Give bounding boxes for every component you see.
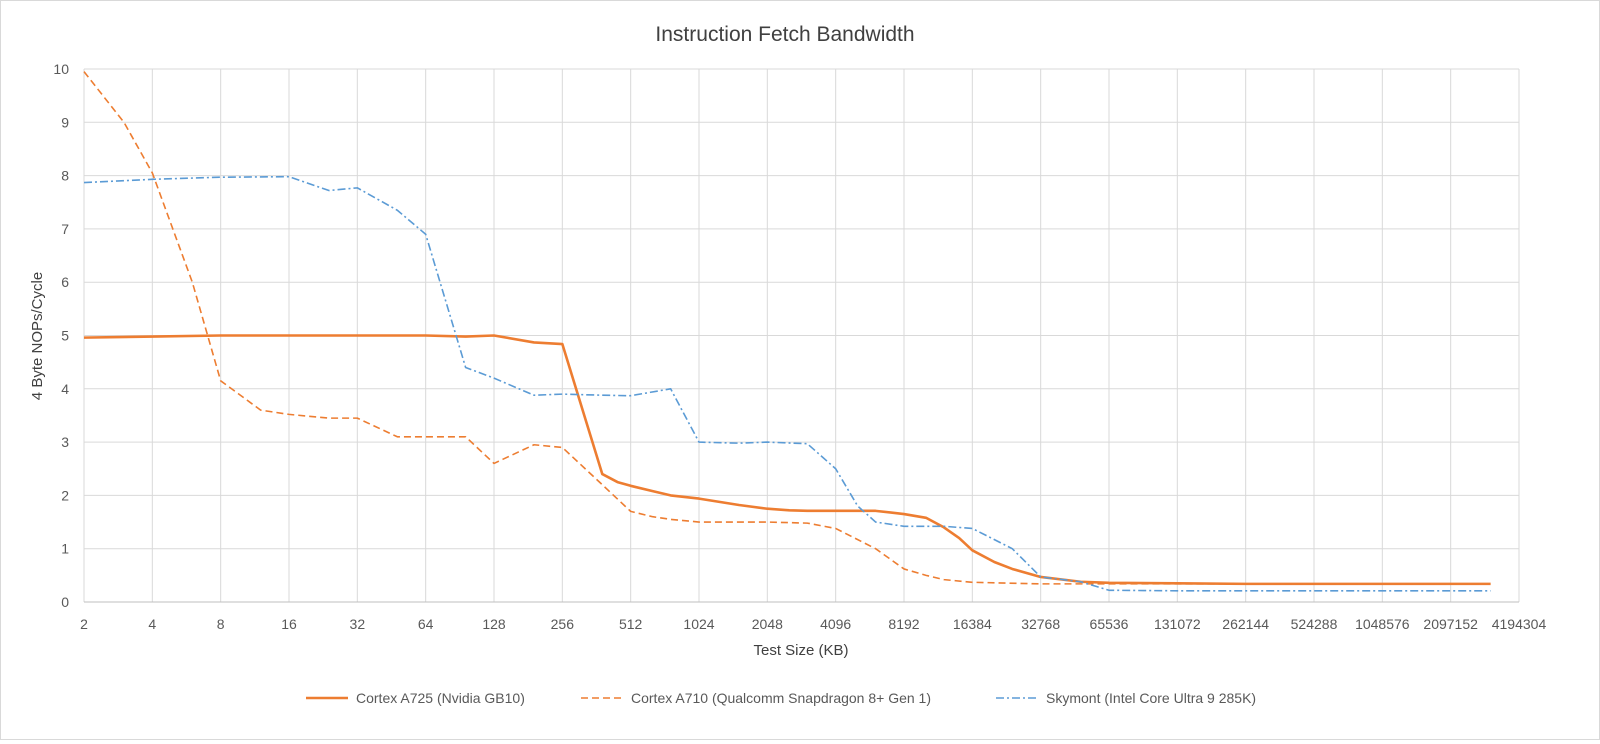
chart-title: Instruction Fetch Bandwidth bbox=[655, 23, 914, 46]
y-tick-label: 6 bbox=[61, 274, 69, 290]
y-axis-ticks: 0 1 2 3 4 5 6 7 8 9 10 bbox=[53, 61, 69, 610]
series-line-2 bbox=[83, 175, 1491, 592]
x-tick-label: 65536 bbox=[1090, 616, 1129, 632]
x-tick-label: 2048 bbox=[752, 616, 783, 632]
x-tick-label: 131072 bbox=[1154, 616, 1201, 632]
x-tick-label: 16384 bbox=[953, 616, 992, 632]
series-line-1 bbox=[83, 71, 1491, 585]
y-tick-label: 3 bbox=[61, 434, 69, 450]
y-tick-label: 0 bbox=[61, 594, 69, 610]
x-tick-label: 32 bbox=[350, 616, 366, 632]
x-tick-label: 32768 bbox=[1021, 616, 1060, 632]
x-tick-label: 8 bbox=[217, 616, 225, 632]
x-tick-label: 4 bbox=[148, 616, 156, 632]
y-tick-label: 9 bbox=[61, 114, 69, 130]
y-axis-label: 4 Byte NOPs/Cycle bbox=[29, 272, 46, 400]
x-tick-label: 262144 bbox=[1222, 616, 1269, 632]
legend-label-2: Skymont (Intel Core Ultra 9 285K) bbox=[1046, 690, 1256, 706]
x-tick-label: 64 bbox=[418, 616, 434, 632]
x-axis-label: Test Size (KB) bbox=[753, 642, 848, 659]
x-tick-label: 1024 bbox=[683, 616, 714, 632]
x-tick-label: 4096 bbox=[820, 616, 851, 632]
x-tick-label: 512 bbox=[619, 616, 643, 632]
x-tick-label: 2097152 bbox=[1423, 616, 1478, 632]
y-tick-label: 7 bbox=[61, 221, 69, 237]
x-tick-label: 8192 bbox=[888, 616, 919, 632]
y-tick-label: 2 bbox=[61, 487, 69, 503]
legend-label-1: Cortex A710 (Qualcomm Snapdragon 8+ Gen … bbox=[631, 690, 931, 706]
x-axis-ticks: 2 4 8 16 32 64 128 256 512 1024 2048 4096 8192 16384 3… bbox=[80, 616, 1546, 632]
y-tick-label: 4 bbox=[61, 381, 69, 397]
y-tick-label: 5 bbox=[61, 328, 69, 344]
x-tick-label: 524288 bbox=[1291, 616, 1338, 632]
series-line-0 bbox=[83, 334, 1491, 586]
series-lines bbox=[83, 71, 1491, 592]
x-tick-label: 4194304 bbox=[1492, 616, 1547, 632]
legend: Cortex A725 (Nvidia GB10) Cortex A710 (Qu… bbox=[306, 690, 1256, 706]
legend-label-0: Cortex A725 (Nvidia GB10) bbox=[356, 690, 525, 706]
x-tick-label: 16 bbox=[281, 616, 297, 632]
x-tick-label: 2 bbox=[80, 616, 88, 632]
y-tick-label: 1 bbox=[61, 541, 69, 557]
x-tick-label: 256 bbox=[551, 616, 575, 632]
y-tick-label: 10 bbox=[53, 61, 69, 77]
x-tick-label: 1048576 bbox=[1355, 616, 1410, 632]
y-tick-label: 8 bbox=[61, 168, 69, 184]
x-tick-label: 128 bbox=[482, 616, 506, 632]
